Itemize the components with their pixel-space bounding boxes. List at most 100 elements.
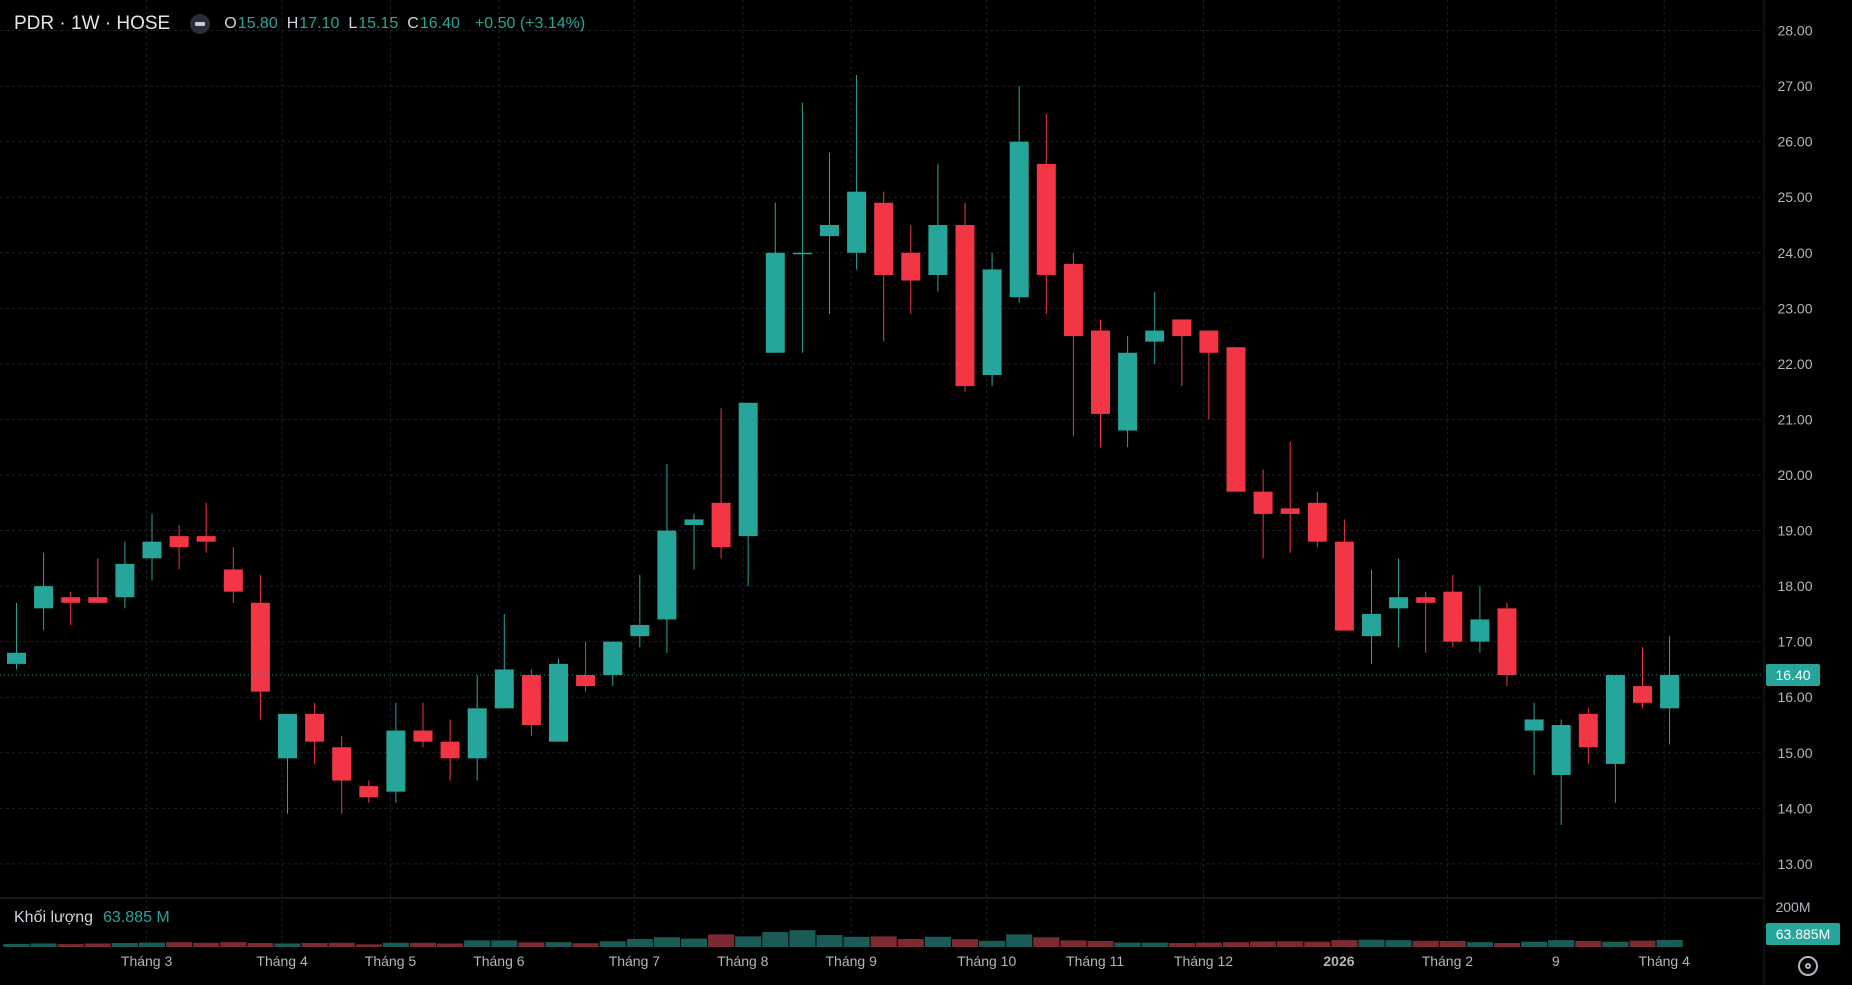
candle-body <box>305 713 325 742</box>
x-tick-label: Tháng 10 <box>957 953 1016 969</box>
candle[interactable] <box>1551 719 1571 825</box>
candle[interactable] <box>1470 586 1490 653</box>
candle-body <box>1660 675 1680 709</box>
candle[interactable] <box>386 702 406 803</box>
candle[interactable] <box>250 575 270 720</box>
candle[interactable] <box>1524 702 1544 775</box>
candle-body <box>901 252 921 281</box>
candle[interactable] <box>169 525 189 570</box>
symbol-title[interactable]: PDR · 1W · HOSE <box>14 13 171 34</box>
candle[interactable] <box>820 152 839 314</box>
candle-body <box>982 269 1002 375</box>
candle-body <box>223 569 243 592</box>
candle-body <box>738 402 758 537</box>
candle[interactable] <box>1036 113 1056 314</box>
y-tick-label: 23.00 <box>1777 300 1812 316</box>
candle[interactable] <box>1660 636 1680 745</box>
candle[interactable] <box>1145 291 1165 364</box>
candle-body <box>792 252 812 255</box>
y-tick-label: 16.00 <box>1777 689 1812 705</box>
candle[interactable] <box>88 558 108 603</box>
candle[interactable] <box>332 736 352 814</box>
candle[interactable] <box>1199 330 1219 420</box>
candle[interactable] <box>1091 319 1110 448</box>
candle[interactable] <box>1605 675 1625 803</box>
volume-bar <box>355 944 382 947</box>
candle[interactable] <box>792 102 812 353</box>
candle[interactable] <box>440 719 460 781</box>
candle-body <box>765 252 785 353</box>
candle[interactable] <box>1307 491 1327 548</box>
volume-bar <box>437 943 464 947</box>
candle[interactable] <box>1009 86 1029 303</box>
candle[interactable] <box>711 408 731 559</box>
candle[interactable] <box>7 602 26 670</box>
candle-body <box>1145 330 1165 342</box>
candle-body <box>630 625 650 637</box>
candle[interactable] <box>223 547 243 603</box>
candle[interactable] <box>305 702 325 764</box>
candle[interactable] <box>630 575 650 648</box>
candle[interactable] <box>115 541 135 609</box>
candle[interactable] <box>576 641 596 692</box>
candle[interactable] <box>549 658 568 742</box>
volume-bar <box>1222 942 1250 947</box>
candle[interactable] <box>413 702 433 748</box>
time-axis[interactable]: Tháng 3 Tháng 4 Tháng 5 Tháng 6 Tháng 7 Tháng… <box>121 953 1690 969</box>
volume-bar <box>84 943 111 947</box>
candle[interactable] <box>359 780 379 803</box>
candle[interactable] <box>142 513 162 581</box>
settings-icon[interactable] <box>1798 956 1818 976</box>
candle[interactable] <box>901 225 921 314</box>
candle[interactable] <box>196 502 216 553</box>
volume-bar <box>789 930 816 947</box>
last-volume-text: 63.885M <box>1776 926 1830 942</box>
volume-bar <box>1114 942 1141 947</box>
volume-bar <box>924 936 951 947</box>
candle[interactable] <box>521 669 541 737</box>
volume-bar <box>653 937 680 947</box>
candle[interactable] <box>847 75 867 270</box>
candle[interactable] <box>982 252 1002 387</box>
candle[interactable] <box>1416 591 1436 653</box>
candle-body <box>386 730 406 792</box>
candle[interactable] <box>1497 602 1517 687</box>
candle-body <box>440 741 460 759</box>
candle[interactable] <box>34 552 54 631</box>
candle[interactable] <box>1443 575 1463 648</box>
candle[interactable] <box>603 641 623 687</box>
candle[interactable] <box>494 613 514 709</box>
candle[interactable] <box>1172 319 1192 387</box>
candle[interactable] <box>1362 569 1381 664</box>
candle[interactable] <box>1280 441 1300 553</box>
collapse-icon[interactable] <box>190 14 211 34</box>
candle[interactable] <box>467 675 487 781</box>
candle[interactable] <box>928 163 948 292</box>
candle[interactable] <box>1253 469 1273 559</box>
candle[interactable] <box>1633 647 1652 709</box>
x-tick-label: 9 <box>1552 953 1560 969</box>
candle[interactable] <box>278 713 297 814</box>
candle[interactable] <box>1334 519 1354 631</box>
candle[interactable] <box>955 202 975 392</box>
candle[interactable] <box>657 463 677 653</box>
price-axis[interactable]: 28.00 27.00 26.00 25.00 24.00 23.00 22.00 21.00… <box>1777 23 1812 872</box>
candle-body <box>1362 613 1381 637</box>
candle[interactable] <box>684 513 704 570</box>
candle[interactable] <box>765 202 785 353</box>
candle[interactable] <box>1118 336 1138 448</box>
candle[interactable] <box>1226 347 1246 492</box>
volume-bar <box>1412 940 1439 947</box>
candle[interactable] <box>1389 558 1409 648</box>
candle[interactable] <box>738 402 758 587</box>
candle[interactable] <box>1578 708 1598 764</box>
volume-bar <box>111 943 138 947</box>
candle[interactable] <box>874 191 894 342</box>
volume-bar <box>138 942 166 947</box>
x-tick-label: 2026 <box>1323 953 1354 969</box>
candle[interactable] <box>61 591 81 625</box>
candle[interactable] <box>1063 252 1083 437</box>
candles[interactable] <box>7 75 1680 825</box>
candle-body <box>657 530 677 620</box>
